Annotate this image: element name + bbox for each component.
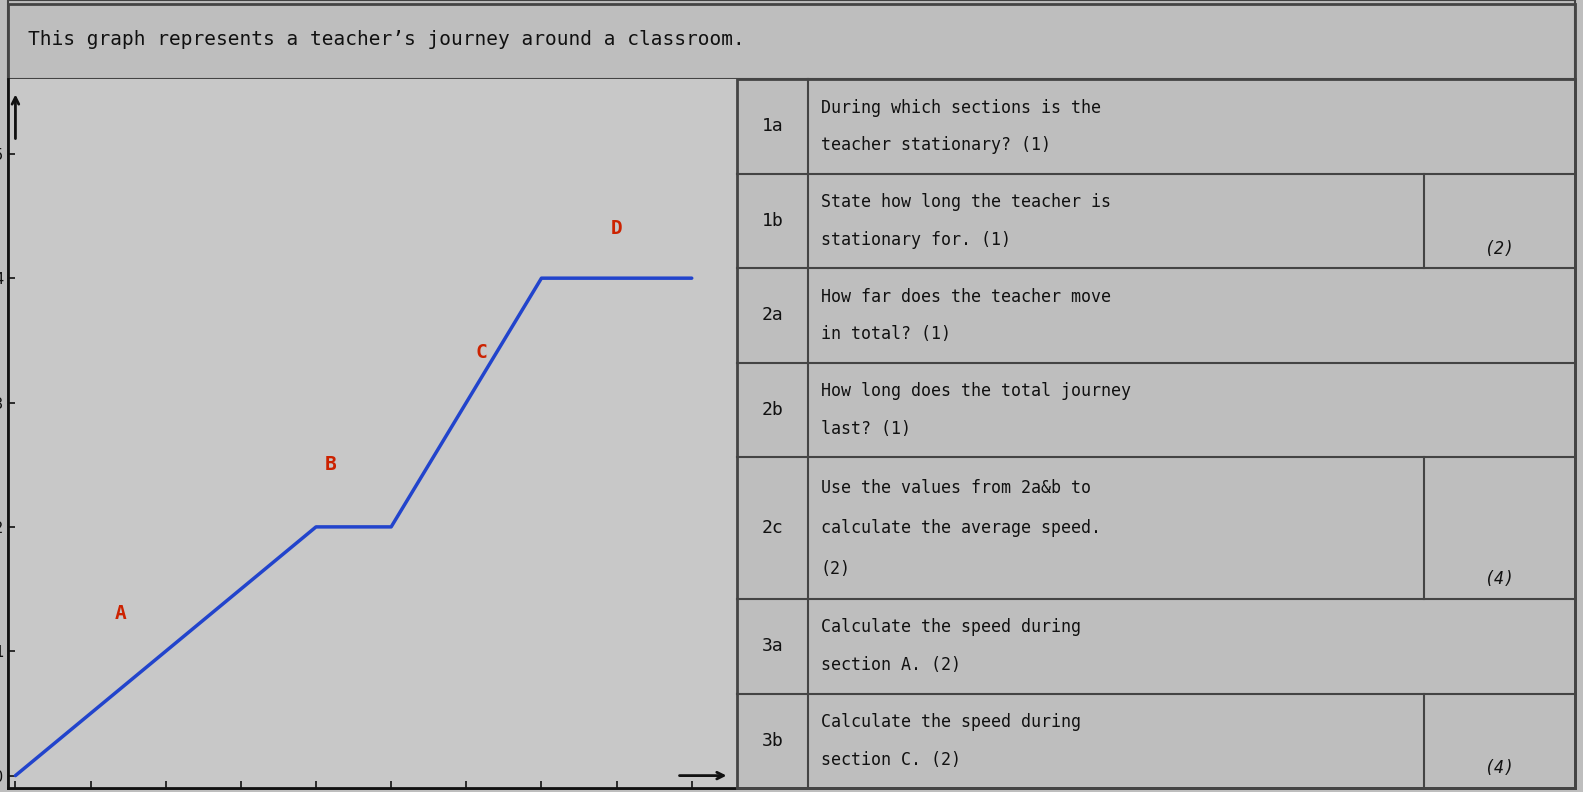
Text: 1a: 1a: [761, 117, 784, 135]
Text: calculate the average speed.: calculate the average speed.: [820, 519, 1100, 537]
Text: stationary for. (1): stationary for. (1): [820, 231, 1010, 249]
Text: (2): (2): [1485, 240, 1515, 257]
Text: How far does the teacher move: How far does the teacher move: [820, 287, 1111, 306]
Bar: [8, 0, 1575, 79]
Text: Use the values from 2a&b to: Use the values from 2a&b to: [820, 478, 1091, 497]
Text: State how long the teacher is: State how long the teacher is: [820, 193, 1111, 211]
Text: section C. (2): section C. (2): [820, 751, 961, 769]
Text: section A. (2): section A. (2): [820, 657, 961, 674]
Text: C: C: [475, 343, 488, 362]
Text: 2b: 2b: [761, 401, 784, 419]
Text: Calculate the speed during: Calculate the speed during: [820, 619, 1081, 636]
Text: 3b: 3b: [761, 732, 784, 750]
Text: in total? (1): in total? (1): [820, 326, 951, 344]
Text: D: D: [611, 219, 622, 238]
Text: This graph represents a teacher’s journey around a classroom.: This graph represents a teacher’s journe…: [28, 30, 746, 49]
Text: (2): (2): [820, 560, 850, 577]
Text: During which sections is the: During which sections is the: [820, 98, 1100, 116]
Text: (4): (4): [1485, 570, 1515, 588]
Text: teacher stationary? (1): teacher stationary? (1): [820, 136, 1051, 154]
Text: (4): (4): [1485, 760, 1515, 778]
Text: 2a: 2a: [761, 307, 784, 325]
Text: 2c: 2c: [761, 519, 784, 537]
Text: 3a: 3a: [761, 638, 784, 655]
Text: How long does the total journey: How long does the total journey: [820, 382, 1130, 400]
Text: Calculate the speed during: Calculate the speed during: [820, 713, 1081, 731]
Text: B: B: [325, 455, 337, 474]
Text: 1b: 1b: [761, 212, 784, 230]
Text: A: A: [114, 604, 127, 623]
Text: last? (1): last? (1): [820, 420, 910, 438]
